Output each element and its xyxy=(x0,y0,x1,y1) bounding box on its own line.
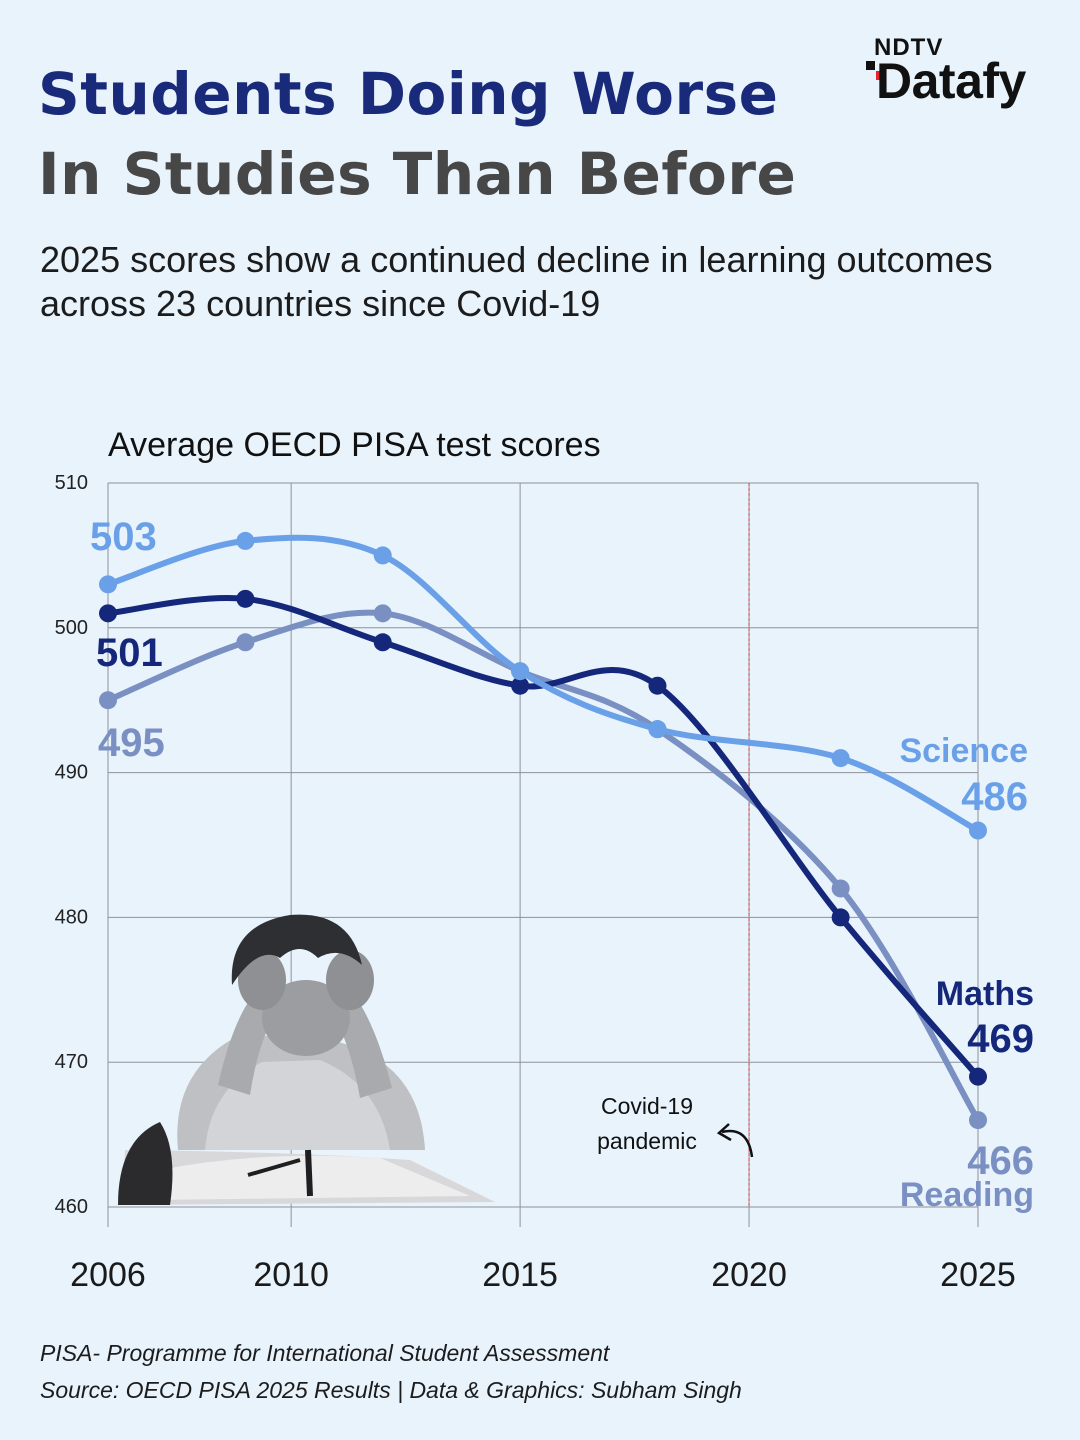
y-tick-label-460: 460 xyxy=(55,1196,88,1218)
x-tick-label-2020: 2020 xyxy=(711,1256,787,1294)
point-reading-2009 xyxy=(236,633,255,652)
point-maths-2022 xyxy=(831,908,850,927)
covid-label-line1: Covid-19 xyxy=(601,1093,693,1119)
end-label-science: 486 xyxy=(961,775,1028,819)
start-label-science: 503 xyxy=(90,515,157,559)
logo-square-dark xyxy=(866,61,875,70)
point-reading-2006 xyxy=(99,691,117,710)
covid-annotation: Covid-19 pandemic xyxy=(597,483,754,1207)
point-science-2022 xyxy=(831,749,850,768)
point-maths-2009 xyxy=(236,589,255,608)
footer-source: Source: OECD PISA 2025 Results | Data & … xyxy=(40,1377,742,1403)
covid-arrowhead xyxy=(716,1123,732,1142)
series-name-maths: Maths xyxy=(936,975,1034,1013)
covid-label-line2: pandemic xyxy=(597,1128,697,1154)
point-maths-2015 xyxy=(511,676,530,695)
point-science-2009 xyxy=(236,531,255,550)
x-tick-label-2015: 2015 xyxy=(482,1256,558,1294)
point-reading-2025 xyxy=(969,1111,987,1130)
series-line-maths xyxy=(105,595,981,1080)
logo-ndtv-text: NDTV xyxy=(874,34,944,61)
series-name-science: Science xyxy=(899,732,1028,770)
title-line-1: Students Doing Worse xyxy=(38,60,779,128)
stressed-student-illustration xyxy=(118,914,495,1205)
y-tick-label-490: 490 xyxy=(55,762,88,784)
logo-square-red xyxy=(876,71,885,80)
point-maths-2012 xyxy=(373,633,392,652)
y-axis-ticks: 460 470 480 490 500 510 xyxy=(55,472,88,1218)
point-maths-2018 xyxy=(648,676,667,695)
covid-arrow xyxy=(721,1129,754,1158)
series-line-science xyxy=(105,534,981,834)
series-name-reading: Reading xyxy=(900,1176,1034,1214)
point-science-2006 xyxy=(99,575,117,594)
y-tick-label-500: 500 xyxy=(55,617,88,639)
point-science-2025 xyxy=(969,821,987,840)
x-axis-ticks: 2006 2010 2015 2020 2025 xyxy=(70,1256,1016,1294)
ndtv-datafy-logo: NDTV Datafy xyxy=(866,34,1056,114)
chart-title: Average OECD PISA test scores xyxy=(108,426,601,464)
footer-note: PISA- Programme for International Studen… xyxy=(40,1340,610,1366)
point-reading-2012 xyxy=(373,604,392,623)
series-points xyxy=(99,531,987,1130)
point-maths-2006 xyxy=(99,604,117,623)
x-tick-label-2010: 2010 xyxy=(253,1256,329,1294)
point-reading-2022 xyxy=(831,879,850,898)
start-label-maths: 501 xyxy=(96,631,163,675)
y-tick-label-480: 480 xyxy=(55,906,88,928)
end-label-reading: 466 xyxy=(967,1139,1034,1183)
subtitle: 2025 scores show a continued decline in … xyxy=(40,239,993,324)
point-science-2015 xyxy=(511,662,530,681)
y-tick-label-510: 510 xyxy=(55,472,88,494)
logo-datafy-text: Datafy xyxy=(876,53,1026,109)
x-tick-label-2025: 2025 xyxy=(940,1256,1016,1294)
end-label-maths: 469 xyxy=(967,1017,1034,1061)
point-science-2018 xyxy=(648,720,667,739)
start-label-reading: 495 xyxy=(98,721,165,765)
y-tick-label-470: 470 xyxy=(55,1051,88,1073)
title-line-2: In Studies Than Before xyxy=(38,140,797,208)
point-science-2012 xyxy=(373,546,392,565)
point-maths-2025 xyxy=(969,1067,987,1086)
x-tick-label-2006: 2006 xyxy=(70,1256,146,1294)
